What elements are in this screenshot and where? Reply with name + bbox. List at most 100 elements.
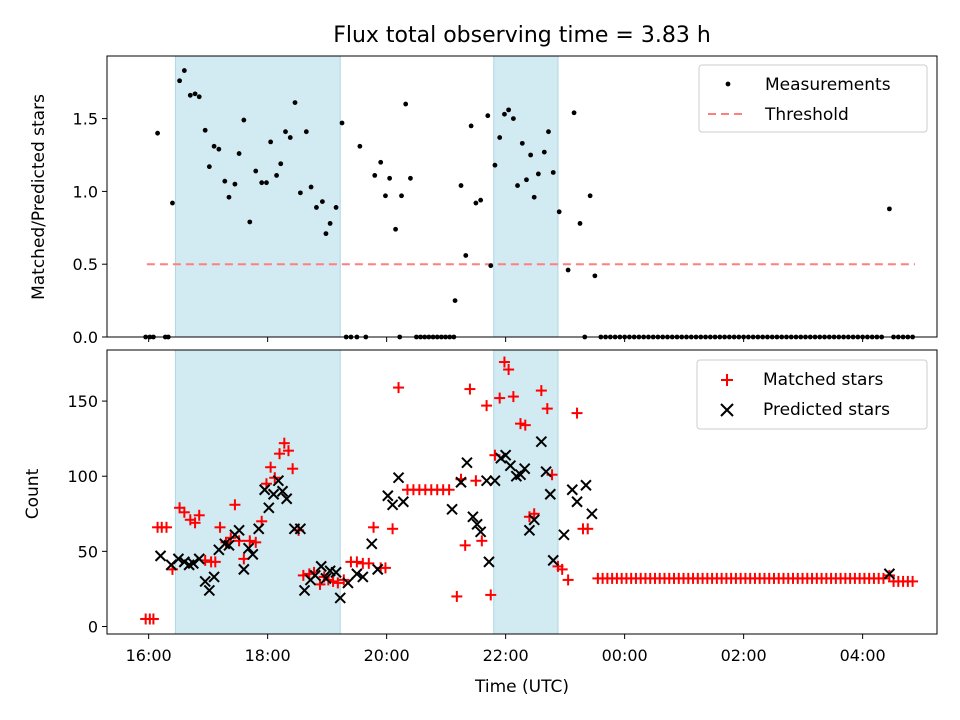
predicted-star-point bbox=[504, 459, 517, 472]
matched-star-point bbox=[519, 419, 531, 431]
predicted-star-point bbox=[208, 571, 220, 583]
matched-star-point bbox=[877, 572, 889, 584]
matched-star-point bbox=[387, 523, 399, 535]
predicted-star-point bbox=[366, 538, 378, 550]
predicted-star-point bbox=[309, 569, 321, 582]
predicted-star-point bbox=[566, 484, 578, 496]
measurement-point bbox=[519, 140, 525, 146]
measurement-point bbox=[541, 149, 547, 155]
measurement-point bbox=[253, 168, 259, 174]
measurement-point bbox=[565, 267, 571, 273]
measurement-point bbox=[577, 221, 583, 226]
measurement-point bbox=[887, 206, 892, 212]
bottom-y-tick-label: 0 bbox=[88, 617, 98, 636]
measurement-point bbox=[196, 94, 202, 100]
matched-star-point bbox=[363, 557, 375, 569]
predicted-stars-points bbox=[154, 435, 896, 604]
predicted-star-point bbox=[223, 539, 235, 552]
predicted-star-point bbox=[523, 524, 536, 537]
predicted-star-point bbox=[258, 484, 271, 496]
measurement-point bbox=[211, 143, 217, 149]
bottom-legend: Matched stars Predicted stars bbox=[696, 359, 928, 430]
measurement-point bbox=[492, 162, 498, 168]
matched-star-point bbox=[368, 521, 380, 533]
predicted-star-point bbox=[199, 575, 211, 588]
matched-star-point bbox=[498, 356, 510, 368]
predicted-star-point bbox=[528, 514, 540, 526]
x-tick-label: 20:00 bbox=[364, 646, 410, 665]
measurement-point bbox=[170, 200, 175, 206]
predicted-star-point bbox=[480, 475, 493, 487]
measurement-point bbox=[274, 172, 279, 178]
measurement-point bbox=[506, 107, 512, 113]
measurement-point bbox=[232, 181, 238, 187]
measurement-point bbox=[378, 159, 384, 165]
measurement-point bbox=[155, 130, 160, 136]
predicted-star-point bbox=[203, 584, 216, 597]
predicted-star-point bbox=[547, 554, 559, 567]
measurement-point bbox=[327, 221, 333, 226]
predicted-star-point bbox=[580, 479, 592, 491]
matched-star-point bbox=[470, 475, 482, 487]
predicted-star-point bbox=[540, 466, 552, 478]
measurement-point bbox=[393, 226, 398, 232]
x-tick-label: 18:00 bbox=[245, 646, 291, 665]
top-x-ticks bbox=[148, 337, 864, 342]
top-shaded-interval-2 bbox=[493, 55, 559, 338]
matched-star-point bbox=[907, 575, 919, 587]
measurement-point bbox=[303, 129, 309, 135]
bottom-y-tick-label: 50 bbox=[78, 542, 98, 561]
measurement-point bbox=[592, 273, 598, 279]
matched-star-point bbox=[209, 556, 221, 568]
matched-star-point bbox=[229, 499, 241, 511]
predicted-star-point bbox=[253, 523, 265, 535]
predicted-star-point bbox=[535, 435, 548, 448]
measurement-point bbox=[403, 101, 409, 107]
matched-star-point bbox=[393, 382, 405, 394]
measurement-point bbox=[408, 175, 413, 181]
matched-star-point bbox=[379, 562, 391, 574]
matched-star-point bbox=[494, 392, 506, 404]
matched-star-point bbox=[147, 613, 159, 625]
measurement-point bbox=[177, 78, 182, 84]
predicted-star-point bbox=[382, 490, 394, 502]
bottom-y-ticks: 0 50 100 150 bbox=[67, 392, 107, 636]
matched-star-point bbox=[481, 400, 493, 412]
matched-star-point bbox=[464, 383, 476, 395]
matched-star-point bbox=[883, 569, 895, 581]
measurement-point bbox=[485, 113, 491, 119]
top-y-tick-label: 1.0 bbox=[73, 182, 98, 201]
matched-star-point bbox=[515, 418, 527, 430]
measurement-point bbox=[222, 178, 228, 184]
measurement-point bbox=[314, 205, 319, 210]
matched-star-point bbox=[233, 535, 245, 547]
measurement-point bbox=[357, 143, 363, 149]
matched-star-point bbox=[214, 521, 226, 533]
matched-star-point bbox=[250, 536, 262, 548]
measurement-point bbox=[528, 152, 534, 158]
bottom-y-axis-label: Count bbox=[23, 468, 43, 519]
matched-star-point bbox=[451, 590, 463, 602]
measurement-point bbox=[192, 91, 198, 97]
matched-star-point bbox=[528, 508, 540, 520]
measurement-point bbox=[287, 135, 293, 140]
matched-star-point bbox=[178, 506, 190, 518]
predicted-star-point bbox=[514, 469, 527, 481]
measurement-point bbox=[497, 135, 503, 140]
predicted-star-point bbox=[461, 456, 473, 469]
predicted-star-point bbox=[351, 568, 363, 580]
legend-label-measurements: Measurements bbox=[765, 75, 891, 95]
measurement-point bbox=[502, 111, 507, 117]
measurement-point bbox=[372, 172, 378, 178]
predicted-star-point bbox=[446, 503, 458, 515]
predicted-star-point bbox=[276, 485, 289, 497]
predicted-star-point bbox=[193, 553, 205, 565]
matched-star-point bbox=[459, 539, 471, 551]
matched-star-point bbox=[160, 521, 172, 533]
predicted-star-point bbox=[571, 496, 583, 508]
predicted-star-point bbox=[233, 524, 245, 537]
top-legend: Measurements Threshold bbox=[698, 64, 928, 133]
measurement-point bbox=[387, 175, 393, 181]
predicted-star-point bbox=[320, 572, 332, 585]
predicted-star-point bbox=[467, 511, 479, 523]
